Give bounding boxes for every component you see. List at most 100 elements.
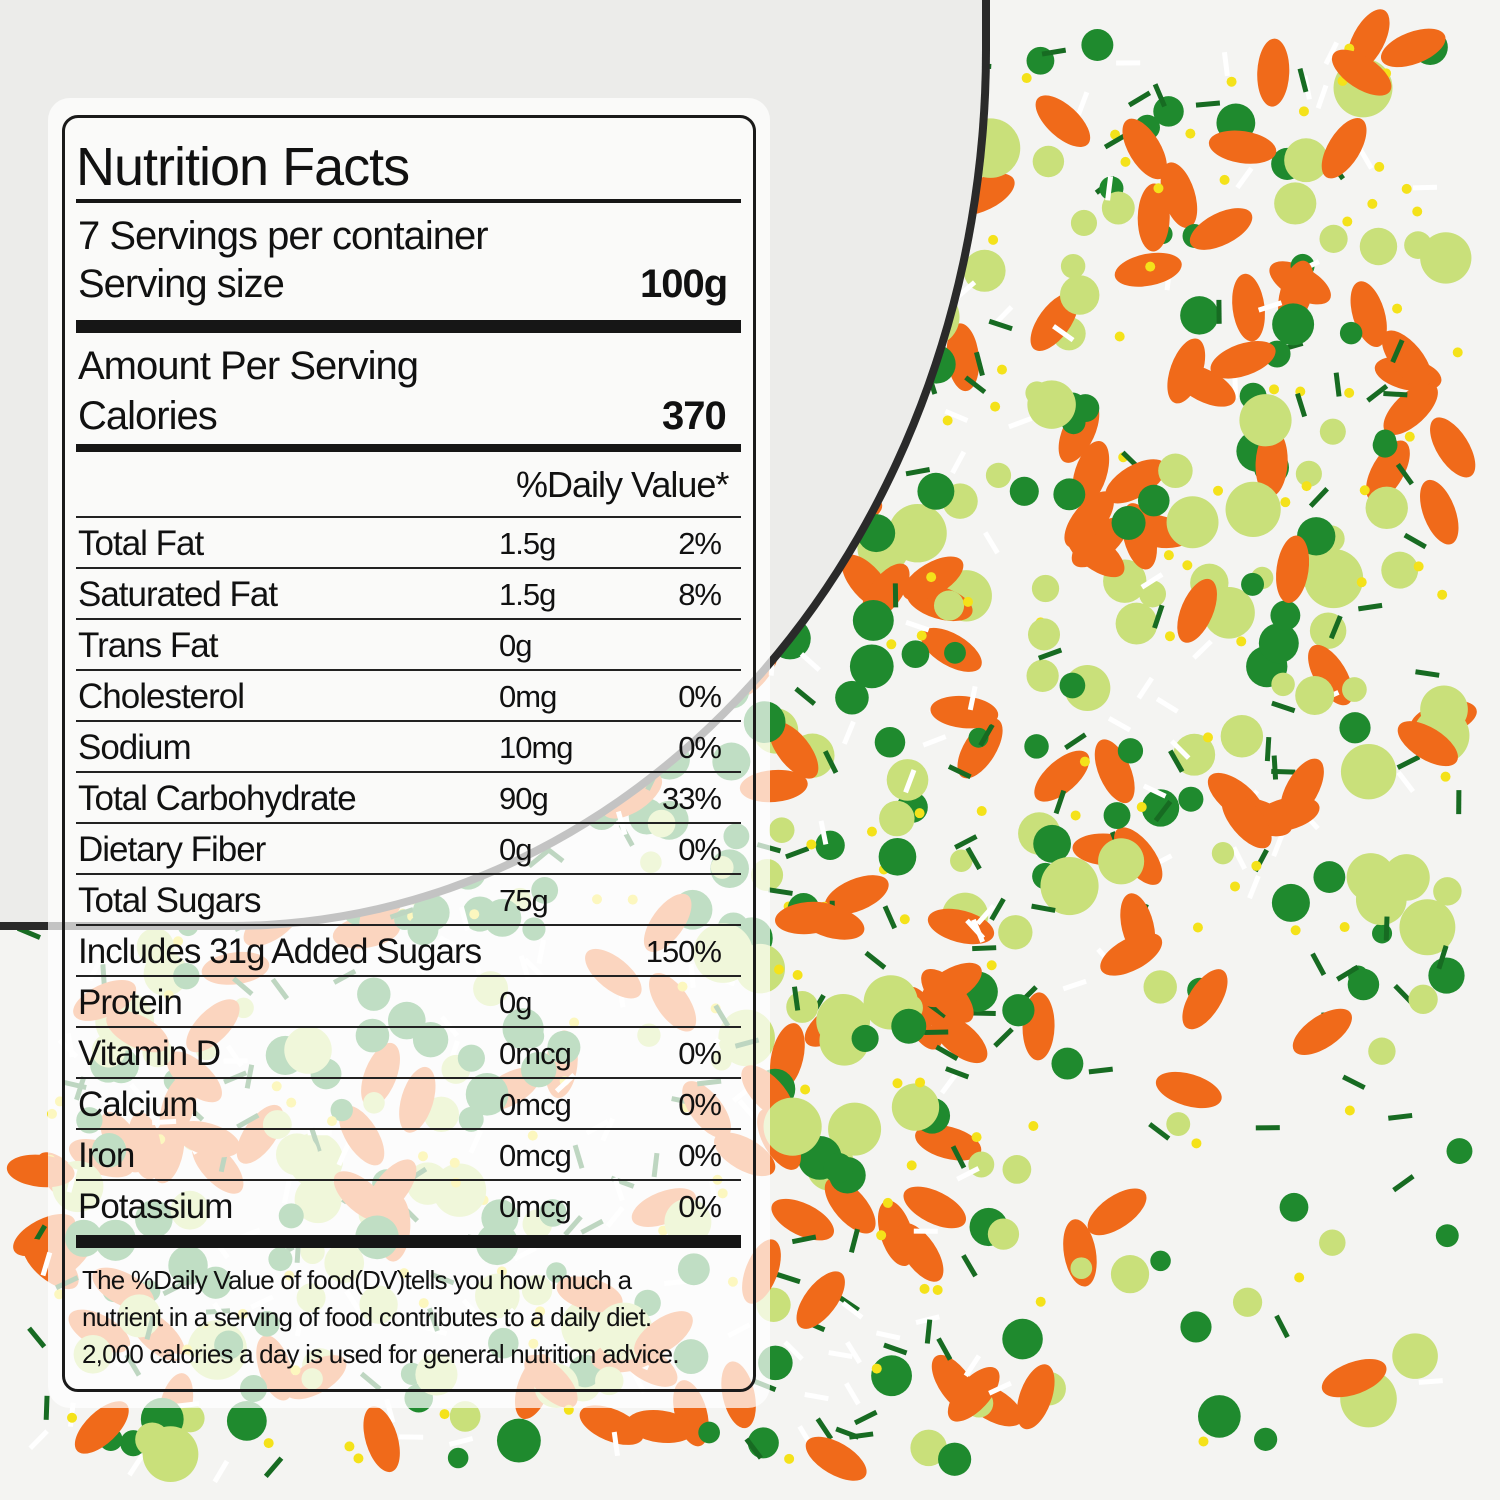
- sprinkle-jimmy: [1168, 749, 1185, 773]
- nutrient-name: Total Sugars: [78, 881, 262, 920]
- sprinkle-jimmy: [776, 1272, 801, 1285]
- sprinkle-ball: [1180, 1311, 1212, 1343]
- sprinkle-ball: [67, 1412, 78, 1423]
- sprinkle-jimmy: [785, 846, 810, 860]
- sprinkle-jimmy: [903, 769, 917, 794]
- sprinkle-jimmy: [1357, 146, 1374, 170]
- sprinkle-ball: [828, 1102, 882, 1156]
- nutrient-daily-value: 0%: [678, 1087, 722, 1122]
- sprinkle-ball: [926, 572, 937, 583]
- sprinkle-ball: [800, 1084, 811, 1095]
- nutrition-label-panel: [48, 98, 770, 1408]
- sprinkle-carrot: [1280, 758, 1324, 820]
- sprinkle-carrot: [626, 1410, 695, 1444]
- sprinkle-carrot: [1100, 932, 1163, 976]
- sprinkle-ball: [1202, 732, 1213, 743]
- sprinkle-carrot: [1430, 417, 1476, 478]
- sprinkle-jimmy: [768, 887, 793, 896]
- sprinkle-ball: [1198, 1436, 1209, 1447]
- sprinkle-ball: [852, 599, 894, 641]
- sprinkle-carrot: [946, 323, 980, 392]
- sprinkle-ball: [878, 837, 917, 876]
- sprinkle-jimmy: [1195, 100, 1221, 108]
- sprinkle-ball: [1347, 968, 1380, 1001]
- sprinkle-ball: [1420, 232, 1472, 284]
- sprinkle-jimmy: [1274, 1314, 1290, 1339]
- sprinkle-carrot: [1221, 792, 1272, 849]
- sprinkle-carrot: [1105, 459, 1166, 504]
- sprinkle-jimmy: [1235, 166, 1254, 190]
- sprinkle-ball: [1198, 1395, 1241, 1438]
- sprinkle-jimmy: [988, 318, 1013, 332]
- sprinkle-ball: [916, 630, 927, 641]
- sprinkle-jimmy: [1076, 91, 1090, 116]
- sprinkle-ball: [1103, 802, 1131, 829]
- sprinkle-ball: [763, 1097, 822, 1156]
- sprinkle-jimmy: [989, 897, 1006, 921]
- sprinkle-jimmy: [448, 1436, 474, 1447]
- sprinkle-jimmy: [1153, 800, 1173, 823]
- sprinkle-ball: [1319, 1229, 1346, 1256]
- thick-divider: [76, 320, 741, 333]
- sprinkle-carrot: [1189, 208, 1253, 250]
- sprinkle-ball: [1253, 1427, 1278, 1451]
- sprinkle-ball: [1404, 231, 1432, 259]
- sprinkle-jimmy: [892, 583, 899, 608]
- sprinkle-jimmy: [1221, 51, 1230, 77]
- sprinkle-carrot: [1321, 118, 1367, 179]
- nutrient-row: Includes 31g Added Sugars 150%: [76, 924, 741, 977]
- sprinkle-jimmy: [1053, 789, 1067, 815]
- sprinkle-ball: [906, 1160, 917, 1171]
- nutrient-daily-value: 0%: [678, 1036, 722, 1071]
- sprinkle-ball: [1028, 1120, 1039, 1131]
- sprinkle-ball: [835, 680, 869, 715]
- sprinkle-ball: [1079, 756, 1090, 767]
- sprinkle-ball: [963, 249, 1006, 292]
- nutrient-daily-value: 0%: [678, 832, 722, 867]
- nutrient-amount: 0mcg: [499, 1036, 572, 1071]
- sprinkle-ball: [987, 1218, 1020, 1250]
- sprinkle-jimmy: [965, 846, 982, 871]
- sprinkle-jimmy: [924, 1029, 949, 1036]
- sprinkle-jimmy: [1107, 716, 1132, 733]
- sprinkle-jimmy: [1412, 184, 1438, 191]
- sprinkle-jimmy: [841, 1300, 864, 1320]
- sprinkle-jimmy: [1152, 83, 1167, 108]
- sprinkle-ball: [891, 1008, 927, 1044]
- sprinkle-jimmy: [1116, 60, 1141, 66]
- sprinkle-ball: [1002, 1155, 1032, 1184]
- nutrient-amount: 0g: [499, 628, 532, 663]
- sprinkle-ball: [1114, 331, 1125, 342]
- sprinkle-jimmy: [791, 1234, 817, 1245]
- sprinkle-ball: [1342, 216, 1353, 227]
- sprinkle-carrot: [1420, 479, 1459, 545]
- sprinkle-ball: [919, 1283, 930, 1294]
- sprinkle-ball: [263, 1438, 274, 1449]
- sprinkle-ball: [899, 914, 910, 925]
- sprinkle-ball: [1344, 387, 1355, 398]
- nutrient-amount: 0mcg: [499, 1189, 572, 1224]
- nutrient-amount: 0g: [499, 985, 532, 1020]
- sprinkle-ball: [449, 1401, 481, 1432]
- sprinkle-jimmy: [1031, 903, 1056, 913]
- sprinkle-ball: [806, 839, 817, 850]
- sprinkle-ball: [1295, 460, 1322, 487]
- sprinkle-jimmy: [611, 1431, 620, 1457]
- sprinkle-ball: [768, 817, 795, 843]
- sprinkle-ball: [1220, 715, 1264, 758]
- sprinkle-ball: [1071, 394, 1100, 423]
- sprinkle-jimmy: [844, 1382, 861, 1406]
- sprinkle-carrot: [903, 1186, 967, 1229]
- sprinkle-jimmy: [1366, 383, 1389, 403]
- nutrient-row: Saturated Fat 1.5g 8%: [76, 567, 741, 620]
- sprinkle-ball: [1026, 659, 1059, 692]
- sprinkle-ball: [950, 849, 973, 872]
- sprinkle-jimmy: [794, 686, 817, 706]
- sprinkle-ball: [1294, 1272, 1305, 1283]
- sprinkle-ball: [988, 234, 999, 245]
- footnote-line: The %Daily Value of food(DV)tells you ho…: [82, 1265, 632, 1295]
- sprinkle-ball: [866, 826, 877, 837]
- medium-divider: [76, 444, 741, 452]
- sprinkle-ball: [1274, 182, 1317, 225]
- sprinkle-ball: [815, 830, 845, 861]
